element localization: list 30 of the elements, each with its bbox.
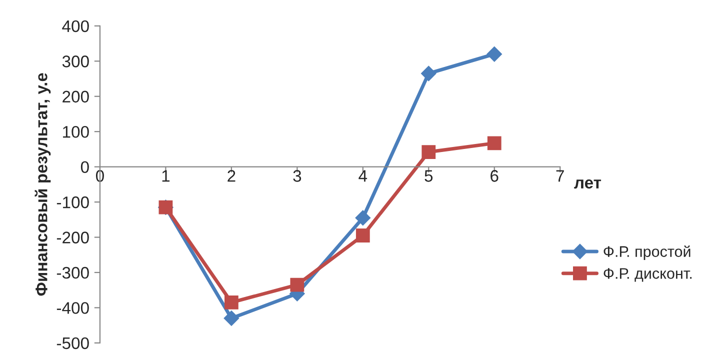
- x-tick-label: 3: [293, 170, 302, 182]
- x-tick-label: 7: [556, 170, 564, 182]
- x-tick-label: 1: [162, 170, 170, 182]
- y-tick-label: 400: [62, 20, 89, 32]
- point: [356, 228, 370, 242]
- x-axis-title: лет: [574, 179, 602, 189]
- y-tick-label: 200: [62, 90, 89, 103]
- x-tick-label: 6: [490, 170, 498, 182]
- y-tick-label: 0: [80, 161, 89, 174]
- point: [421, 66, 436, 82]
- y-tick-label: -300: [56, 266, 89, 279]
- legend-label: Ф.Р. дисконт.: [604, 268, 692, 282]
- y-tick-label: -100: [56, 196, 89, 208]
- point: [224, 310, 240, 326]
- point: [290, 278, 304, 292]
- y-tick-label: -200: [56, 232, 89, 244]
- legend-label: Ф.Р. простой: [604, 245, 690, 260]
- y-tick-label: 100: [63, 126, 89, 138]
- y-axis-title: Финансовый результат, у.е: [34, 73, 51, 296]
- point: [355, 210, 370, 226]
- y-tick-label: 300: [62, 56, 89, 68]
- x-tick-label: 2: [228, 170, 236, 182]
- point: [486, 46, 502, 62]
- x-tick-label: 4: [358, 170, 368, 182]
- y-tick-label: -400: [56, 302, 89, 314]
- point: [487, 136, 502, 150]
- x-tick-label: 5: [424, 170, 433, 182]
- point: [224, 295, 238, 310]
- y-tick-label: -500: [56, 337, 89, 350]
- point: [422, 145, 436, 159]
